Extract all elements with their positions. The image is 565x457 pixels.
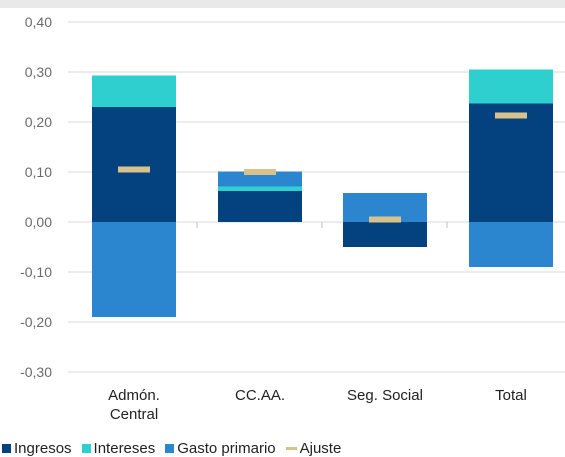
legend-label-ajuste: Ajuste: [299, 440, 342, 457]
y-tick-label-6: -0,20: [20, 314, 52, 330]
bar-ingresos-0: [92, 107, 176, 222]
y-tick-label-7: -0,30: [20, 364, 52, 380]
legend-swatch-intereses: [81, 444, 91, 453]
bar-ingresos-2: [343, 222, 427, 247]
x-tick-label-2-0: Seg. Social: [347, 387, 423, 404]
bar-gasto_primario-0: [92, 222, 176, 317]
bar-intereses-0: [92, 75, 176, 107]
legend: Ingresos Intereses Gasto primario Ajuste: [2, 440, 341, 457]
x-tick-label-0-0: Admón.: [108, 387, 160, 404]
bar-intereses-3: [469, 69, 553, 104]
legend-swatch-ingresos: [2, 444, 11, 453]
legend-label-intereses: Intereses: [93, 440, 156, 457]
bar-ingresos-1: [218, 191, 302, 222]
y-tick-label-3: 0,10: [25, 164, 52, 180]
marker-ajuste-0: [118, 166, 150, 173]
legend-item-ingresos: Ingresos: [2, 440, 72, 457]
bar-gasto_primario-3: [469, 222, 553, 267]
x-tick-label-1-0: CC.AA.: [235, 387, 285, 404]
y-tick-label-0: 0,40: [25, 14, 52, 30]
legend-item-intereses: Intereses: [81, 440, 156, 457]
legend-swatch-ajuste: [285, 447, 297, 450]
y-tick-label-1: 0,30: [25, 64, 52, 80]
marker-ajuste-1: [244, 169, 276, 175]
y-tick-label-2: 0,20: [25, 114, 52, 130]
y-tick-label-4: 0,00: [25, 214, 52, 230]
legend-item-gasto-primario: Gasto primario: [165, 440, 276, 457]
legend-label-ingresos: Ingresos: [14, 440, 72, 457]
legend-item-ajuste: Ajuste: [285, 440, 342, 457]
x-tick-label-0-1: Central: [110, 406, 158, 423]
bar-intereses-1: [218, 186, 302, 191]
marker-ajuste-3: [495, 112, 527, 119]
top-band: [0, 0, 565, 8]
x-tick-label-3-0: Total: [495, 387, 527, 404]
chart-svg: 0,40 0,30 0,20 0,10 0,00 -0,10 -0,20 -0,30 Admón…: [20, 14, 565, 423]
marker-ajuste-2: [369, 216, 401, 223]
y-tick-label-5: -0,10: [20, 264, 52, 280]
bar-gasto_primario-1: [218, 171, 302, 187]
legend-label-gasto-primario: Gasto primario: [177, 440, 276, 457]
legend-swatch-gasto-primario: [165, 444, 175, 453]
bar-ingresos-3: [469, 103, 553, 222]
